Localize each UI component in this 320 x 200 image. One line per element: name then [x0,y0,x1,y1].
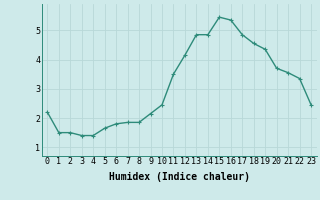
X-axis label: Humidex (Indice chaleur): Humidex (Indice chaleur) [109,172,250,182]
